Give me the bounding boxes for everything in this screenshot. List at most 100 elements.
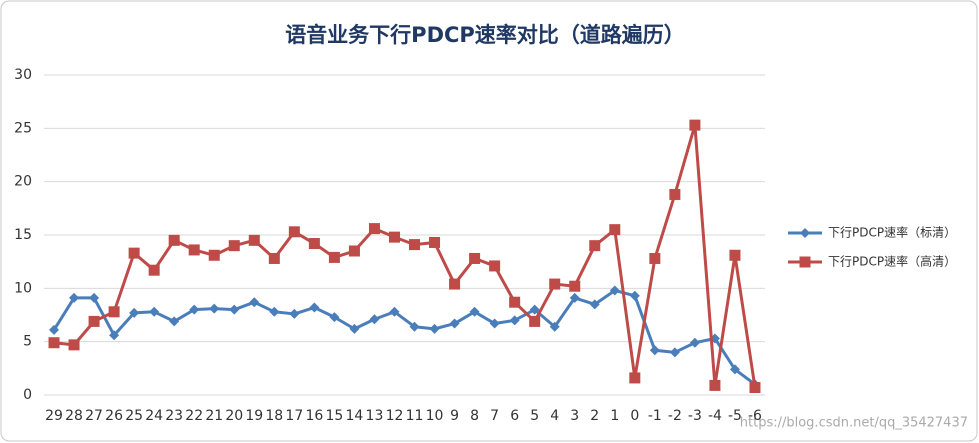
data-point xyxy=(669,347,680,358)
y-tick-label: 5 xyxy=(23,334,32,350)
x-tick-label: 13 xyxy=(366,408,384,424)
y-tick-label: 10 xyxy=(14,280,32,296)
data-point xyxy=(429,236,441,248)
data-point xyxy=(549,321,560,332)
data-point xyxy=(569,280,581,292)
data-point xyxy=(49,324,60,335)
x-tick-label: 24 xyxy=(145,408,163,424)
data-point xyxy=(509,315,520,326)
data-point xyxy=(248,234,260,246)
data-point xyxy=(409,321,420,332)
data-point xyxy=(669,188,681,200)
data-point xyxy=(249,297,260,308)
data-point xyxy=(348,245,360,257)
data-point xyxy=(189,304,200,315)
y-tick-label: 20 xyxy=(14,174,32,190)
data-point xyxy=(729,364,740,375)
legend-marker xyxy=(800,228,810,238)
data-point xyxy=(309,302,320,313)
data-point xyxy=(168,234,180,246)
x-tick-label: -3 xyxy=(688,408,702,424)
data-point xyxy=(308,238,320,250)
data-point xyxy=(609,285,620,296)
data-point xyxy=(228,240,240,252)
x-tick-label: -4 xyxy=(708,408,722,424)
data-point xyxy=(128,247,140,259)
data-point xyxy=(689,119,701,131)
x-tick-label: 4 xyxy=(550,408,559,424)
data-point xyxy=(469,306,480,317)
data-point xyxy=(609,224,621,236)
data-point xyxy=(529,315,541,327)
chart-title: 语音业务下行PDCP速率对比（道路遍历） xyxy=(285,23,685,47)
x-tick-label: 26 xyxy=(105,408,123,424)
x-tick-label: 8 xyxy=(470,408,479,424)
x-tick-label: -2 xyxy=(668,408,682,424)
data-point xyxy=(689,337,700,348)
data-point xyxy=(629,372,641,384)
data-point xyxy=(529,304,540,315)
y-tick-label: 0 xyxy=(23,387,32,403)
x-tick-label: -6 xyxy=(748,408,762,424)
x-tick-label: 11 xyxy=(406,408,424,424)
data-point xyxy=(709,379,721,391)
data-point xyxy=(489,318,500,329)
x-tick-label: 23 xyxy=(165,408,183,424)
data-point xyxy=(388,231,400,243)
data-point xyxy=(89,292,100,303)
x-tick-label: 27 xyxy=(85,408,103,424)
x-tick-label: 6 xyxy=(510,408,519,424)
data-point xyxy=(88,315,100,327)
data-point xyxy=(169,316,180,327)
data-point xyxy=(269,306,280,317)
data-point xyxy=(569,292,580,303)
x-tick-label: 12 xyxy=(386,408,404,424)
data-point xyxy=(109,330,120,341)
data-point xyxy=(69,292,80,303)
data-point xyxy=(409,239,421,251)
data-point xyxy=(108,306,120,318)
x-tick-label: 2 xyxy=(590,408,599,424)
data-point xyxy=(208,249,220,261)
legend-label: 下行PDCP速率（高清） xyxy=(828,254,956,269)
data-point xyxy=(449,278,461,290)
x-tick-label: 0 xyxy=(630,408,639,424)
x-tick-label: 16 xyxy=(305,408,323,424)
legend-label: 下行PDCP速率（标清） xyxy=(828,225,956,240)
data-point xyxy=(349,323,360,334)
x-tick-label: 25 xyxy=(125,408,143,424)
data-point xyxy=(389,306,400,317)
x-tick-label: 29 xyxy=(45,408,63,424)
data-point xyxy=(749,382,761,394)
data-point xyxy=(549,278,561,290)
data-point xyxy=(48,337,60,349)
data-point xyxy=(369,314,380,325)
data-point xyxy=(149,306,160,317)
x-tick-label: 15 xyxy=(325,408,343,424)
x-tick-label: 10 xyxy=(426,408,444,424)
x-tick-label: 17 xyxy=(285,408,303,424)
data-point xyxy=(68,339,80,351)
watermark: https://blog.csdn.net/qq_35427437 xyxy=(740,416,968,431)
x-tick-label: 1 xyxy=(610,408,619,424)
data-point xyxy=(288,226,300,238)
data-point xyxy=(649,345,660,356)
y-tick-label: 15 xyxy=(14,227,32,243)
data-point xyxy=(589,240,601,252)
data-point xyxy=(148,264,160,276)
x-tick-label: 21 xyxy=(205,408,223,424)
data-point xyxy=(649,252,661,264)
data-point xyxy=(328,251,340,263)
data-point xyxy=(229,304,240,315)
x-tick-label: 7 xyxy=(490,408,499,424)
x-tick-label: 20 xyxy=(225,408,243,424)
data-point xyxy=(469,252,481,264)
x-tick-label: 19 xyxy=(245,408,263,424)
x-tick-label: -1 xyxy=(648,408,662,424)
data-point xyxy=(429,323,440,334)
data-point xyxy=(188,244,200,256)
data-point xyxy=(129,307,140,318)
